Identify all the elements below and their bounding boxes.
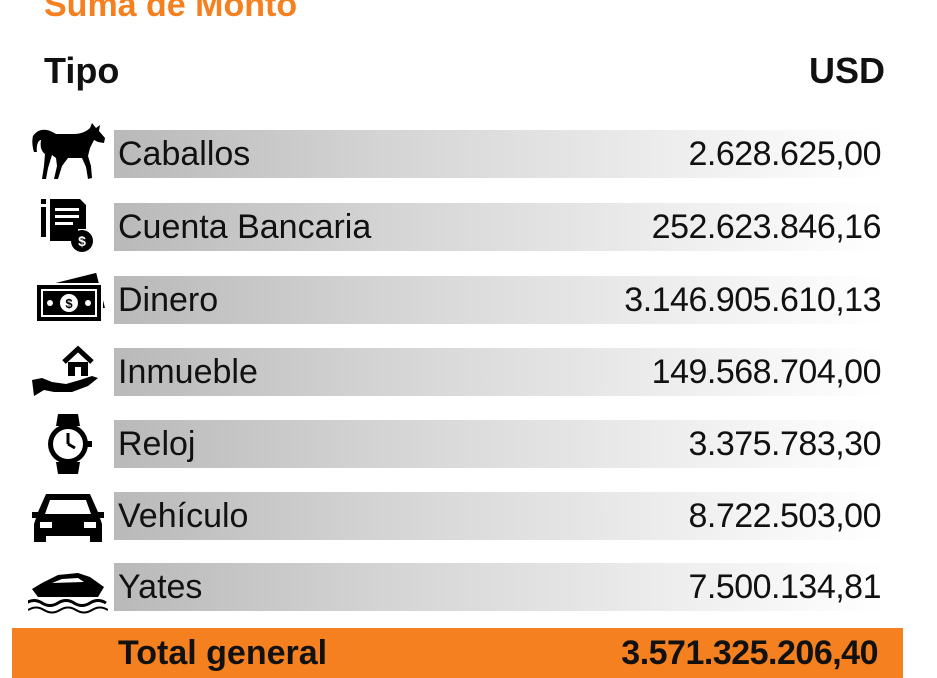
table-row: $ Cuenta Bancaria 252.623.846,16	[0, 199, 937, 252]
row-value: 8.722.503,00	[688, 497, 881, 535]
row-value: 3.375.783,30	[688, 425, 881, 463]
row-value: 149.568.704,00	[651, 353, 882, 391]
row-bar	[114, 492, 884, 540]
total-row: Total general 3.571.325.206,40	[12, 628, 903, 678]
car-icon	[28, 484, 108, 548]
total-label: Total general	[118, 634, 328, 672]
row-bar	[114, 348, 884, 396]
horse-icon	[28, 122, 108, 186]
cash-icon: $	[28, 268, 108, 332]
row-bar	[114, 276, 884, 324]
table-row: Inmueble 149.568.704,00	[0, 345, 937, 396]
row-label: Yates	[118, 568, 203, 606]
bank-document-icon: $	[28, 195, 108, 259]
column-header-usd: USD	[808, 50, 885, 91]
row-value: 2.628.625,00	[688, 135, 881, 173]
row-label: Dinero	[118, 281, 219, 319]
column-header-tipo: Tipo	[44, 50, 120, 91]
row-bar	[114, 420, 884, 468]
table-row: $ Dinero 3.146.905.610,13	[0, 272, 937, 324]
yacht-icon	[28, 555, 108, 619]
watch-icon	[28, 412, 108, 476]
house-in-hand-icon	[28, 340, 108, 404]
row-bar	[114, 563, 884, 611]
row-label: Inmueble	[118, 353, 258, 391]
table-row: Vehículo 8.722.503,00	[0, 492, 937, 542]
row-label: Caballos	[118, 135, 251, 173]
row-label: Cuenta Bancaria	[118, 208, 372, 246]
total-value: 3.571.325.206,40	[621, 634, 878, 672]
row-value: 7.500.134,81	[688, 568, 881, 606]
table-row: Reloj 3.375.783,30	[0, 414, 937, 474]
row-bar	[114, 130, 884, 178]
svg-text:$: $	[78, 233, 86, 249]
svg-text:$: $	[65, 296, 73, 311]
row-value: 3.146.905.610,13	[624, 281, 881, 319]
table-row: Caballos 2.628.625,00	[0, 123, 937, 179]
row-value: 252.623.846,16	[651, 208, 882, 246]
row-label: Vehículo	[118, 497, 249, 535]
table-row: Yates 7.500.134,81	[0, 563, 937, 614]
row-bar	[114, 203, 884, 251]
chart-title: Suma de Monto	[44, 0, 298, 24]
row-label: Reloj	[118, 425, 196, 463]
